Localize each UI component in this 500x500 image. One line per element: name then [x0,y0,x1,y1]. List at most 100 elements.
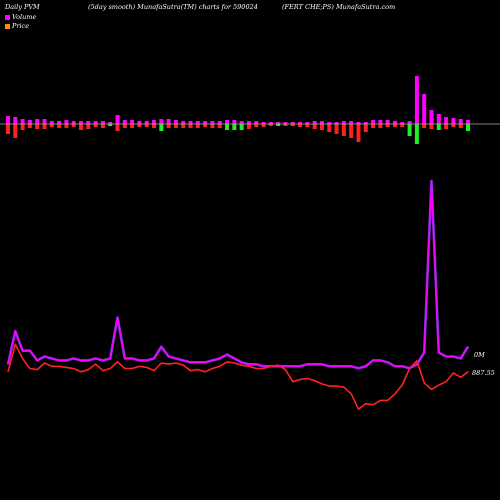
price-point [211,367,214,370]
volume-line [7,180,469,369]
volume-point [138,359,141,361]
volume-bar-down [217,124,222,128]
price-point [36,369,38,371]
volume-bar-down [349,124,354,138]
volume-point [277,365,279,367]
volume-bar-up [254,121,259,124]
volume-bar-down [327,124,332,132]
volume-point [36,359,38,361]
volume-point [306,363,308,365]
price-point [109,367,111,370]
volume-bar-down [144,124,149,127]
price-point [357,408,360,410]
price-point [95,363,97,365]
volume-point [343,365,345,367]
volume-bar-down [13,124,18,138]
volume-point [109,357,111,360]
price-point [80,371,82,373]
volume-bar-down [79,124,84,130]
price-last-label: 887.55 [472,369,495,377]
price-point [146,366,148,368]
volume-point [379,359,381,361]
volume-point [51,357,53,360]
volume-bar-up [93,121,98,124]
volume-bar-down [261,124,266,127]
volume-bar-down [20,124,25,130]
volume-bar-up [341,121,346,124]
price-point [131,367,133,370]
volume-bar-down [283,124,288,126]
legend-price-label: Price [12,22,30,30]
volume-bar-up [173,120,178,124]
price-point [460,376,462,378]
price-point [314,380,316,382]
volume-bar-down [371,124,376,128]
price-point [189,370,192,372]
volume-bar-down [115,124,120,131]
volume-point [65,359,68,361]
volume-point [365,365,367,367]
volume-bar-down [64,124,69,128]
volume-bar-down [108,124,113,126]
volume-bar-down [100,124,105,128]
volume-bar-up [203,121,208,124]
volume-bar-down [130,124,135,128]
volume-bar-down [290,124,295,126]
price-point [65,366,68,368]
volume-bar-down [466,124,470,131]
price-point [138,365,141,367]
volume-bar-down [232,124,237,130]
price-point [7,371,9,373]
legend-volume-swatch [5,14,10,20]
volume-point [182,359,184,361]
volume-bar-up [115,115,120,124]
volume-point [321,363,323,365]
volume-point [423,352,425,354]
price-point [365,403,367,405]
volume-bar-up [108,122,113,124]
volume-bar-down [268,124,273,126]
volume-bar-up [276,122,281,124]
price-point [408,367,411,370]
chart-type-label: Daily PVM [5,3,40,11]
volume-bar-down [203,124,208,127]
legend-volume: Volume [5,13,36,21]
price-point [241,364,243,366]
volume-point [452,355,454,358]
volume-bar-up [6,116,10,124]
volume-bar-down [341,124,346,136]
price-point [255,367,257,370]
volume-point [357,367,360,369]
volume-bar-down [35,124,40,129]
volume-point [248,363,250,365]
price-point [124,367,126,370]
volume-point [328,365,330,367]
volume-bar-up [217,121,222,124]
volume-bar-down [385,124,390,127]
volume-bar-up [239,121,244,124]
volume-point [241,361,243,363]
volume-point [438,352,440,354]
price-point [43,362,46,364]
volume-point [189,361,192,363]
volume-bar-down [86,124,91,129]
legend-volume-label: Volume [12,13,37,21]
price-point [102,370,104,372]
volume-point [95,357,97,360]
volume-bar-down [334,124,339,134]
volume-bar-down [49,124,54,127]
volume-bar-up [312,121,317,124]
volume-bar-up [261,122,266,124]
price-point [438,384,440,386]
price-point [233,362,235,364]
volume-bar-up [327,122,332,124]
price-point [22,358,24,360]
volume-point [58,359,60,361]
price-point [321,383,323,385]
price-point [292,381,294,383]
volume-bar-up [422,94,427,124]
volume-point [14,330,16,332]
volume-point [350,365,352,367]
price-point [153,370,155,372]
